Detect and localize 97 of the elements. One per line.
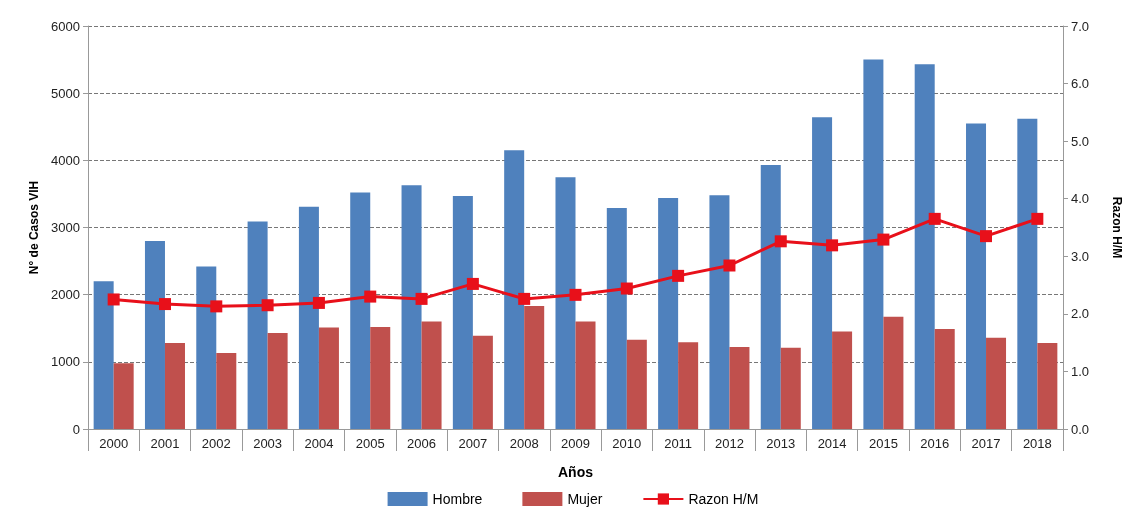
bar xyxy=(658,197,679,429)
bar xyxy=(504,150,525,429)
x-tick-label: 2000 xyxy=(99,436,129,451)
bar xyxy=(1037,343,1058,429)
x-tick-label: 2015 xyxy=(868,436,898,451)
bar xyxy=(247,221,268,429)
x-tick-label: 2006 xyxy=(407,436,437,451)
x-tick-label: 2016 xyxy=(920,436,950,451)
point xyxy=(980,230,993,243)
bar xyxy=(267,332,288,429)
x-tick-label: 2002 xyxy=(201,436,231,451)
point xyxy=(877,233,890,246)
y-tick-label: 1000 xyxy=(51,354,80,370)
y2-axis-title: Razon H/M xyxy=(1110,196,1124,259)
y2-tick-label: 0.0 xyxy=(1071,421,1090,437)
bar xyxy=(729,347,750,429)
bar xyxy=(934,328,955,429)
bar xyxy=(883,316,904,429)
x-tick-label: 2005 xyxy=(355,436,385,451)
x-axis-title: Años xyxy=(558,464,594,480)
point xyxy=(364,290,377,303)
point xyxy=(826,239,839,252)
point xyxy=(261,299,274,312)
point xyxy=(518,292,531,305)
bar xyxy=(832,331,853,429)
x-tick-label: 2014 xyxy=(817,436,847,451)
x-tick-label: 2013 xyxy=(766,436,796,451)
point xyxy=(107,293,120,306)
y2-tick-label: 6.0 xyxy=(1071,76,1090,92)
bar xyxy=(370,326,391,429)
bar xyxy=(555,177,576,429)
bar xyxy=(1017,118,1038,429)
point xyxy=(928,212,941,225)
x-tick-label: 2003 xyxy=(253,436,283,451)
bar xyxy=(196,266,217,429)
bar xyxy=(144,240,165,429)
legend-label: Mujer xyxy=(567,491,603,507)
bar xyxy=(216,353,237,429)
y-tick-label: 0 xyxy=(72,421,80,437)
x-tick-label: 2004 xyxy=(304,436,334,451)
point xyxy=(672,269,685,282)
bar xyxy=(164,343,185,429)
x-tick-label: 2018 xyxy=(1022,436,1052,451)
point xyxy=(210,300,223,313)
bar xyxy=(780,347,801,429)
bar xyxy=(575,321,596,429)
y-axis-title: N° de Casos VIH xyxy=(27,180,41,275)
bar xyxy=(678,342,699,429)
x-tick-label: 2008 xyxy=(509,436,539,451)
y2-tick-label: 3.0 xyxy=(1071,248,1090,264)
point xyxy=(158,298,171,311)
point xyxy=(466,277,479,290)
bar xyxy=(626,339,647,429)
x-tick-label: 2017 xyxy=(971,436,1001,451)
y-tick-label: 2000 xyxy=(51,287,80,303)
point xyxy=(723,259,736,272)
y2-tick-label: 1.0 xyxy=(1071,363,1090,379)
bar xyxy=(93,281,114,429)
bar xyxy=(709,195,730,429)
y2-tick-label: 4.0 xyxy=(1071,191,1090,207)
bar xyxy=(914,64,935,429)
y-tick-label: 3000 xyxy=(51,220,80,235)
x-tick-label: 2009 xyxy=(561,436,590,451)
point xyxy=(774,235,787,248)
bar xyxy=(401,185,422,429)
legend-label: Razon H/M xyxy=(688,491,759,507)
bar xyxy=(298,206,319,429)
bar xyxy=(524,306,545,429)
x-tick-label: 2012 xyxy=(714,436,744,451)
bar xyxy=(452,195,473,429)
point xyxy=(1031,212,1044,225)
y2-tick-label: 2.0 xyxy=(1071,306,1090,322)
bar xyxy=(606,208,627,429)
bar xyxy=(472,335,493,429)
bar xyxy=(350,192,371,429)
bar xyxy=(986,337,1007,429)
bar xyxy=(966,123,987,429)
bar xyxy=(421,321,442,429)
bar xyxy=(760,165,781,429)
legend-label: Hombre xyxy=(432,491,483,507)
y-tick-label: 5000 xyxy=(51,85,80,101)
y-tick-label: 6000 xyxy=(51,18,80,34)
x-tick-label: 2011 xyxy=(664,436,693,451)
y2-tick-label: 7.0 xyxy=(1071,18,1090,34)
bar xyxy=(863,59,884,429)
x-tick-label: 2010 xyxy=(612,436,642,451)
bar xyxy=(113,363,134,429)
point xyxy=(620,282,633,295)
bar xyxy=(812,117,833,429)
y2-tick-label: 5.0 xyxy=(1071,133,1090,149)
x-tick-label: 2001 xyxy=(150,436,180,451)
x-tick-label: 2007 xyxy=(458,436,488,451)
point xyxy=(569,288,582,301)
point xyxy=(312,296,325,309)
point xyxy=(415,292,428,305)
y-tick-label: 4000 xyxy=(51,152,80,168)
bar xyxy=(318,327,339,429)
